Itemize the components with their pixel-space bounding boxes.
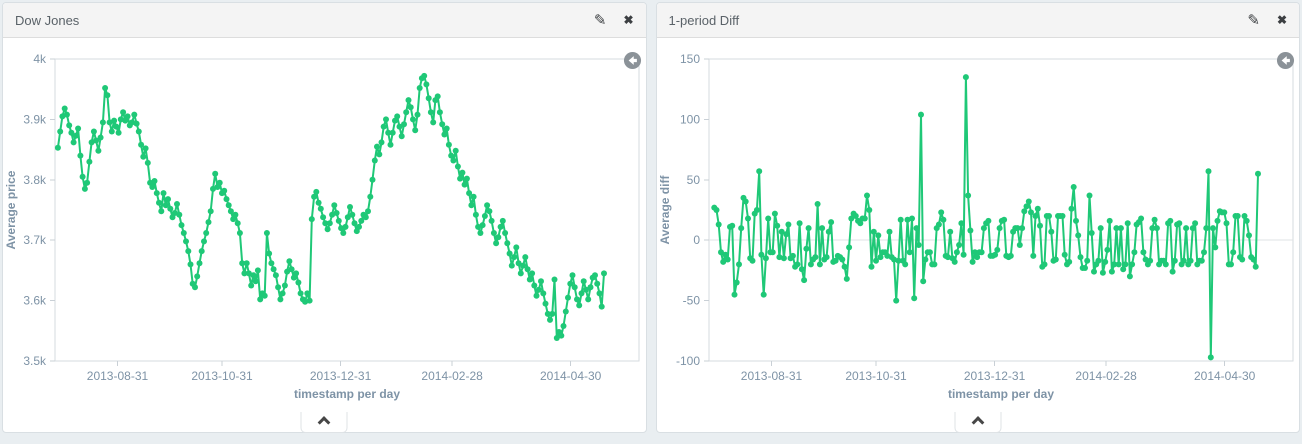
svg-text:2013-10-31: 2013-10-31 [845,369,907,383]
chevron-up-icon [971,416,985,429]
svg-text:timestamp per day: timestamp per day [947,387,1053,401]
svg-text:-50: -50 [682,294,700,308]
svg-text:2014-04-30: 2014-04-30 [540,369,602,383]
svg-text:3.5k: 3.5k [23,354,47,368]
svg-text:2013-12-31: 2013-12-31 [963,369,1025,383]
svg-text:2014-02-28: 2014-02-28 [421,369,483,383]
svg-text:2014-04-30: 2014-04-30 [1193,369,1255,383]
svg-text:100: 100 [679,112,699,126]
svg-text:0: 0 [693,233,700,247]
svg-text:3.9k: 3.9k [23,112,47,126]
svg-text:4k: 4k [33,52,47,66]
panel-one-period-diff: 1-period Diff ✎ ✖ 150 100 50 0 -50 -100 2013-0… [655,2,1300,433]
svg-text:timestamp per day: timestamp per day [294,387,400,401]
svg-text:3.7k: 3.7k [23,233,47,247]
close-icon[interactable]: ✖ [623,13,634,27]
panel-title: Dow Jones [15,12,80,28]
panel-toolbar: ✎ ✖ [594,13,634,28]
svg-text:150: 150 [679,52,699,66]
dow-jones-line-chart[interactable]: 4k 3.9k 3.8k 3.7k 3.6k 3.5k 2013-08-31 2013-10-… [3,38,646,432]
circle-arrow-left-icon [1276,51,1295,70]
svg-text:Average diff: Average diff [658,175,672,245]
edit-icon[interactable]: ✎ [1247,11,1260,29]
chart-body: 4k 3.9k 3.8k 3.7k 3.6k 3.5k 2013-08-31 2013-10-… [3,38,646,433]
panel-header: 1-period Diff ✎ ✖ [656,3,1299,38]
collapse-panel-button[interactable] [954,412,1002,433]
panel-header: Dow Jones ✎ ✖ [3,3,646,38]
back-button[interactable] [1276,51,1295,70]
panel-dow-jones: Dow Jones ✎ ✖ 4k 3.9k 3.8k 3.7k 3.6k 3.5k 2013… [2,2,647,433]
diff-line-chart[interactable]: 150 100 50 0 -50 -100 2013-08-31 2013-10-31 2013… [657,38,1300,432]
circle-arrow-left-icon [623,51,641,70]
svg-text:2013-12-31: 2013-12-31 [310,369,372,383]
svg-text:3.6k: 3.6k [23,294,47,308]
svg-text:50: 50 [686,173,700,187]
panel-toolbar: ✎ ✖ [1247,13,1287,28]
collapse-panel-button[interactable] [300,412,348,433]
panel-title: 1-period Diff [668,12,740,28]
svg-text:2013-10-31: 2013-10-31 [191,369,253,383]
svg-text:3.8k: 3.8k [23,173,47,187]
edit-icon[interactable]: ✎ [593,11,607,29]
svg-text:2014-02-28: 2014-02-28 [1075,369,1137,383]
svg-text:Average price: Average price [4,170,18,249]
svg-text:2013-08-31: 2013-08-31 [87,369,149,383]
chart-body: 150 100 50 0 -50 -100 2013-08-31 2013-10-31 2013… [657,38,1300,433]
svg-text:2013-08-31: 2013-08-31 [740,369,802,383]
chevron-up-icon [317,416,331,429]
back-button[interactable] [623,51,642,70]
svg-text:-100: -100 [675,354,699,368]
close-icon[interactable]: ✖ [1276,13,1287,27]
